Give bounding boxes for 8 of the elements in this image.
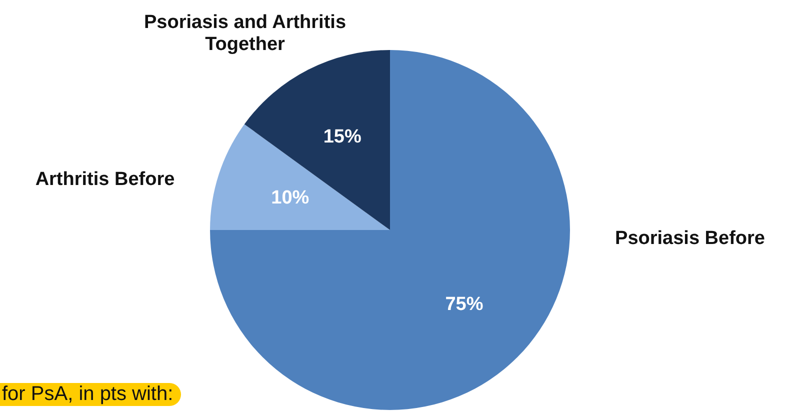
data-label: 15% [323,126,362,148]
pie-slice [210,124,390,230]
data-label: 75% [445,294,484,316]
data-label: 10% [271,188,310,209]
slice-label: Psoriasis and Arthritis Together [142,12,348,56]
text: for PsA, in pts with: [0,383,182,406]
slice-label: Arthritis Before [34,169,176,191]
slice-label: Psoriasis Before [614,228,766,250]
